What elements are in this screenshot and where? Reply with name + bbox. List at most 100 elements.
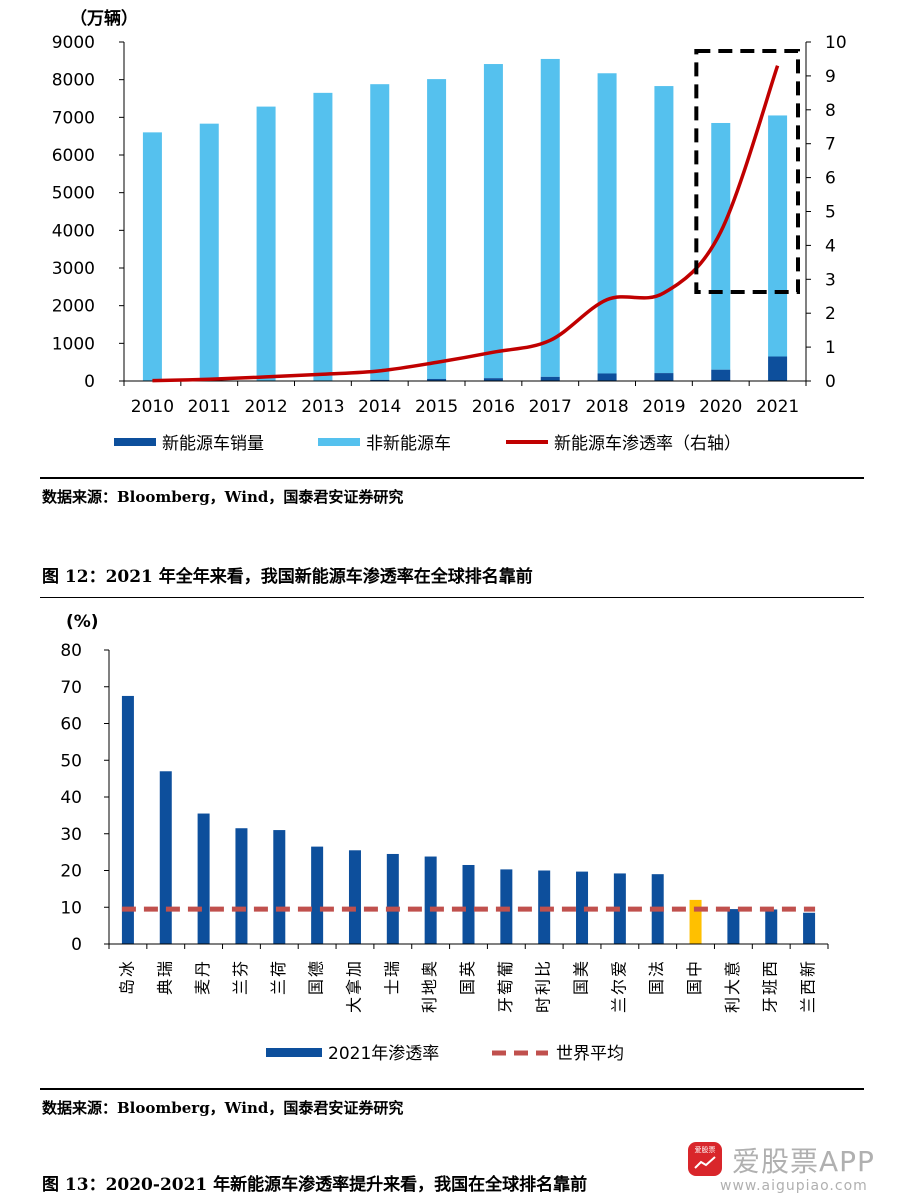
- bar-rate: [159, 771, 172, 944]
- x-tick-label: 2019: [642, 397, 685, 417]
- y2-tick-label: 9: [825, 67, 836, 87]
- bar-nev-sales: [370, 379, 390, 381]
- x-tick-label: 德: [307, 961, 326, 977]
- x-tick-label: 丹: [193, 961, 212, 977]
- x-tick-label: 尔: [609, 979, 628, 995]
- x-tick-label: 利: [420, 997, 439, 1013]
- y-tick-label: 70: [60, 678, 82, 698]
- x-tick-label: 奥: [420, 961, 439, 977]
- x-tick-label: 麦: [193, 979, 212, 995]
- x-tick-label: 英: [458, 961, 477, 977]
- x-tick-label: 2021: [756, 397, 799, 417]
- x-tick-label: 国: [572, 979, 591, 995]
- bar-non-nev: [199, 123, 219, 381]
- legend-label-penetration: 新能源车渗透率（右轴）: [554, 434, 741, 454]
- y2-tick-label: 7: [825, 135, 836, 155]
- figure-caption: 图 13：2020-2021 年新能源车渗透率提升来看，我国在全球排名靠前: [42, 1175, 588, 1195]
- legend-swatch-non-nev: [318, 438, 360, 446]
- bar-rate: [765, 909, 778, 944]
- y2-tick-label: 8: [825, 101, 836, 121]
- bar-non-nev: [370, 84, 390, 380]
- bar-non-nev: [313, 92, 333, 381]
- x-tick-label: 2014: [358, 397, 401, 417]
- x-tick-label: 西: [799, 979, 818, 995]
- x-tick-label: 时: [534, 997, 553, 1013]
- source-note: 数据来源：Bloomberg，Wind，国泰君安证券研究: [42, 1099, 404, 1117]
- y2-tick-label: 3: [825, 270, 836, 290]
- x-tick-label: 2015: [415, 397, 458, 417]
- bar-china: [689, 899, 702, 944]
- x-tick-label: 班: [761, 979, 780, 995]
- x-tick-label: 意: [723, 961, 742, 977]
- x-tick-label: 兰: [799, 997, 818, 1013]
- bar-nev-sales: [768, 356, 788, 381]
- x-tick-label: 2010: [131, 397, 174, 417]
- app-watermark: 爱股票 爱股票APP www.aigupiao.com: [688, 1140, 898, 1196]
- bar-rate: [803, 912, 816, 944]
- x-tick-label: 2018: [585, 397, 628, 417]
- x-tick-label: 牙: [761, 997, 780, 1013]
- nev-sales-penetration-chart: （万辆） 2010 2011 2012 2013 2014 2015 2016 2017 201…: [52, 8, 847, 454]
- x-tick-label: 利: [534, 979, 553, 995]
- y-tick-label: 60: [60, 715, 82, 735]
- legend-label-non-nev: 非新能源车: [366, 434, 451, 454]
- x-tick-label: 美: [572, 961, 591, 977]
- x-tick-label: 加: [344, 961, 363, 977]
- figure-caption: 图 12：2021 年全年来看，我国新能源车渗透率在全球排名靠前: [42, 567, 533, 587]
- x-tick-label: 中: [685, 961, 704, 977]
- x-tick-label: 2020: [699, 397, 742, 417]
- x-tick-label: 国: [685, 979, 704, 995]
- x-tick-label: 地: [420, 979, 439, 995]
- y2-tick-label: 5: [825, 203, 836, 223]
- y-tick-label: 8000: [52, 71, 95, 91]
- x-tick-label: 2011: [188, 397, 231, 417]
- source-note: 数据来源：Bloomberg，Wind，国泰君安证券研究: [42, 488, 404, 506]
- highlight-box: [694, 49, 800, 294]
- y2-tick-label: 2: [825, 304, 836, 324]
- x-tick-label: 新: [799, 961, 818, 977]
- bar-non-nev: [711, 122, 731, 370]
- x-tick-label: 2012: [244, 397, 287, 417]
- x-tick-label: 芬: [231, 961, 250, 977]
- x-tick-label: 法: [647, 961, 666, 977]
- legend-label-nev-sales: 新能源车销量: [162, 434, 264, 454]
- x-tick-label: 2013: [301, 397, 344, 417]
- watermark-url: www.aigupiao.com: [720, 1178, 868, 1194]
- y-tick-label: 0: [71, 935, 82, 955]
- y-tick-label: 50: [60, 751, 82, 771]
- x-tick-label: 比: [534, 961, 553, 977]
- chart2-unit-label: (%): [66, 612, 99, 632]
- x-tick-label: 爱: [609, 961, 628, 977]
- bar-nev-sales: [711, 369, 731, 381]
- bar-rate: [273, 830, 286, 944]
- bar-non-nev: [654, 86, 674, 374]
- x-tick-label: 葡: [496, 961, 515, 977]
- y-tick-label: 4000: [52, 221, 95, 241]
- x-tick-label: 国: [647, 979, 666, 995]
- section-divider: [40, 1088, 864, 1090]
- y-tick-label: 0: [84, 372, 95, 392]
- x-tick-label: 士: [382, 979, 401, 995]
- x-tick-label: 西: [761, 961, 780, 977]
- bar-nev-sales: [483, 378, 503, 381]
- x-tick-label: 大: [344, 997, 363, 1013]
- x-tick-label: 拿: [344, 979, 363, 995]
- bar-rate: [424, 856, 437, 944]
- bar-non-nev: [540, 58, 560, 377]
- bar-non-nev: [142, 132, 162, 381]
- y2-tick-label: 10: [825, 33, 847, 53]
- y-tick-label: 9000: [52, 33, 95, 53]
- x-tick-label: 2016: [472, 397, 515, 417]
- bar-rate: [348, 850, 361, 944]
- bar-rate: [727, 909, 740, 944]
- bar-nev-sales: [540, 376, 560, 381]
- caption-divider: [40, 597, 864, 598]
- y-tick-label: 80: [60, 641, 82, 661]
- y-tick-label: 2000: [52, 297, 95, 317]
- y2-tick-label: 1: [825, 338, 836, 358]
- x-tick-label: 冰: [117, 961, 136, 977]
- bar-non-nev: [597, 73, 617, 374]
- x-tick-label: 典: [155, 979, 174, 995]
- x-tick-label: 2017: [529, 397, 572, 417]
- bar-non-nev: [768, 115, 788, 357]
